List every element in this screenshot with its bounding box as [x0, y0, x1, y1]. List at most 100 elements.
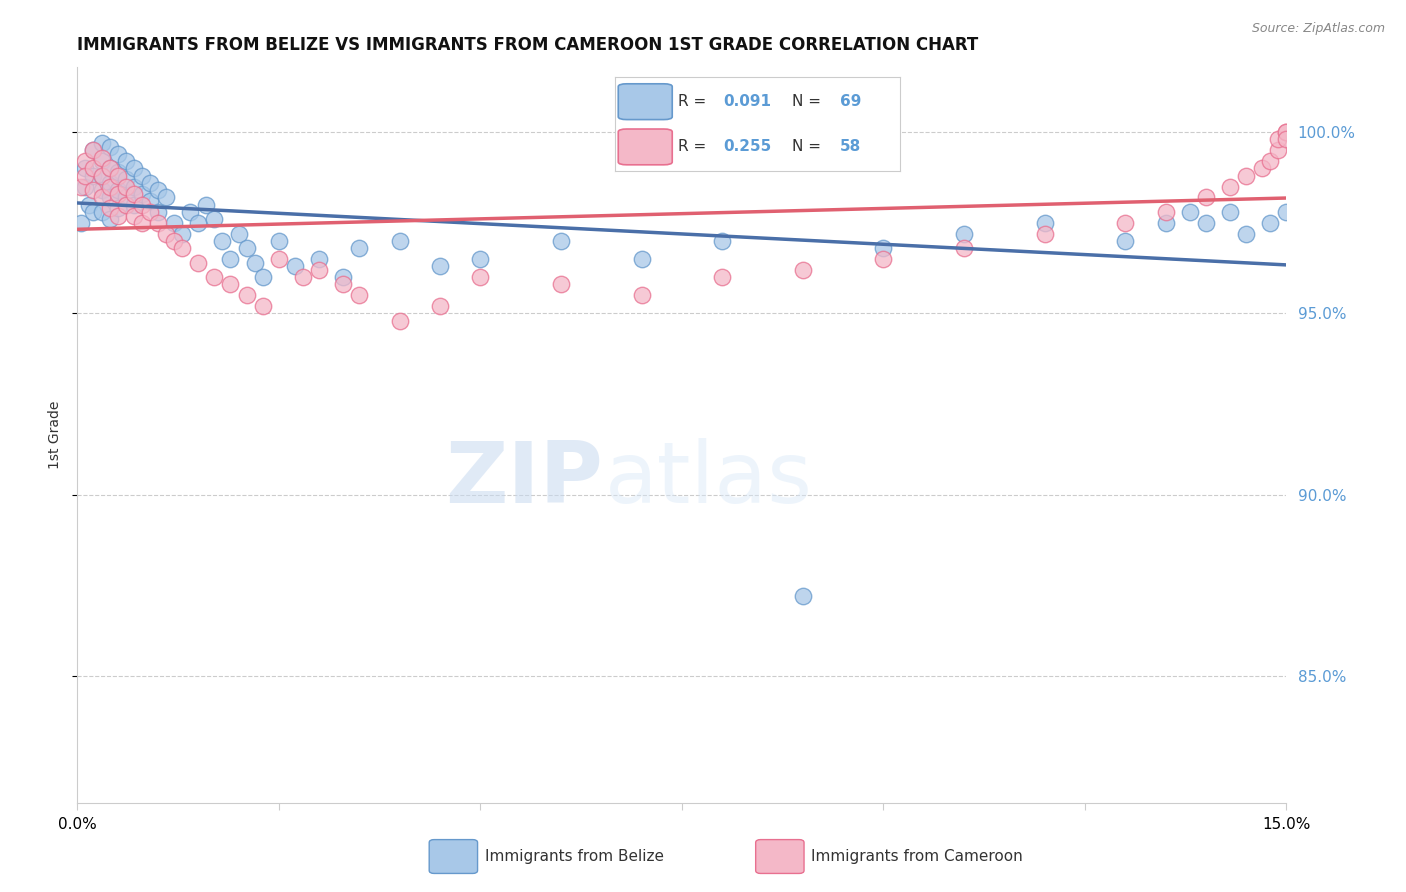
Point — [1234, 169, 1257, 183]
Point — [429, 299, 451, 313]
Point — [70, 216, 93, 230]
Point — [82, 161, 104, 176]
Point — [114, 172, 136, 186]
Point — [219, 252, 242, 266]
Point — [139, 205, 162, 219]
Point — [219, 277, 242, 292]
Point — [202, 270, 225, 285]
Point — [131, 216, 153, 230]
Point — [131, 197, 153, 211]
Text: Source: ZipAtlas.com: Source: ZipAtlas.com — [1251, 22, 1385, 36]
Point — [1154, 216, 1177, 230]
Y-axis label: 1st Grade: 1st Grade — [48, 401, 62, 469]
Text: IMMIGRANTS FROM BELIZE VS IMMIGRANTS FROM CAMEROON 1ST GRADE CORRELATION CHART: IMMIGRANTS FROM BELIZE VS IMMIGRANTS FRO… — [77, 37, 979, 54]
Point — [284, 260, 307, 274]
Point — [711, 234, 734, 248]
Point — [131, 186, 153, 201]
Point — [107, 165, 129, 179]
Point — [1260, 216, 1282, 230]
Point — [1260, 154, 1282, 169]
Point — [332, 277, 354, 292]
Point — [131, 169, 153, 183]
Point — [98, 201, 121, 215]
Point — [792, 263, 814, 277]
Point — [179, 205, 201, 219]
Point — [107, 183, 129, 197]
Point — [90, 169, 112, 183]
Point — [187, 255, 209, 269]
Point — [146, 205, 169, 219]
Point — [349, 288, 371, 302]
FancyBboxPatch shape — [429, 839, 478, 873]
Point — [75, 169, 97, 183]
Point — [98, 161, 121, 176]
Point — [155, 190, 177, 204]
Point — [1251, 161, 1274, 176]
Point — [953, 241, 976, 255]
Point — [90, 205, 112, 219]
Point — [235, 241, 257, 255]
Point — [114, 154, 136, 169]
Point — [146, 216, 169, 230]
Point — [1033, 227, 1056, 241]
Point — [107, 201, 129, 215]
Point — [114, 190, 136, 204]
Point — [172, 241, 194, 255]
Point — [792, 589, 814, 603]
Point — [90, 136, 112, 150]
Point — [90, 183, 112, 197]
Point — [1033, 216, 1056, 230]
Point — [195, 197, 218, 211]
Point — [146, 183, 169, 197]
Point — [235, 288, 257, 302]
Point — [470, 252, 492, 266]
Point — [114, 179, 136, 194]
Point — [90, 154, 112, 169]
Point — [429, 260, 451, 274]
Point — [872, 241, 894, 255]
Point — [1275, 205, 1298, 219]
Text: atlas: atlas — [605, 437, 813, 521]
Point — [1267, 143, 1289, 157]
Text: ZIP: ZIP — [446, 437, 603, 521]
Point — [122, 179, 145, 194]
Point — [139, 176, 162, 190]
Point — [267, 252, 290, 266]
Point — [550, 277, 572, 292]
Point — [1178, 205, 1201, 219]
Point — [122, 197, 145, 211]
Point — [139, 194, 162, 208]
Point — [1219, 205, 1241, 219]
Point — [228, 227, 250, 241]
Point — [98, 212, 121, 227]
Point — [292, 270, 315, 285]
Point — [332, 270, 354, 285]
Point — [1114, 216, 1136, 230]
FancyBboxPatch shape — [755, 839, 804, 873]
Point — [1219, 179, 1241, 194]
Point — [79, 197, 101, 211]
Point — [90, 190, 112, 204]
Point — [1275, 125, 1298, 139]
Point — [75, 161, 97, 176]
Point — [1195, 190, 1218, 204]
Point — [308, 263, 330, 277]
Point — [252, 270, 274, 285]
Point — [90, 169, 112, 183]
Point — [82, 143, 104, 157]
Point — [1114, 234, 1136, 248]
Point — [349, 241, 371, 255]
Point — [82, 183, 104, 197]
Point — [267, 234, 290, 248]
Point — [98, 179, 121, 194]
Point — [122, 186, 145, 201]
Point — [630, 252, 652, 266]
Point — [82, 143, 104, 157]
Point — [550, 234, 572, 248]
Point — [107, 147, 129, 161]
Point — [163, 216, 186, 230]
Point — [1154, 205, 1177, 219]
Point — [1275, 125, 1298, 139]
Point — [107, 169, 129, 183]
Text: Immigrants from Belize: Immigrants from Belize — [485, 849, 664, 864]
